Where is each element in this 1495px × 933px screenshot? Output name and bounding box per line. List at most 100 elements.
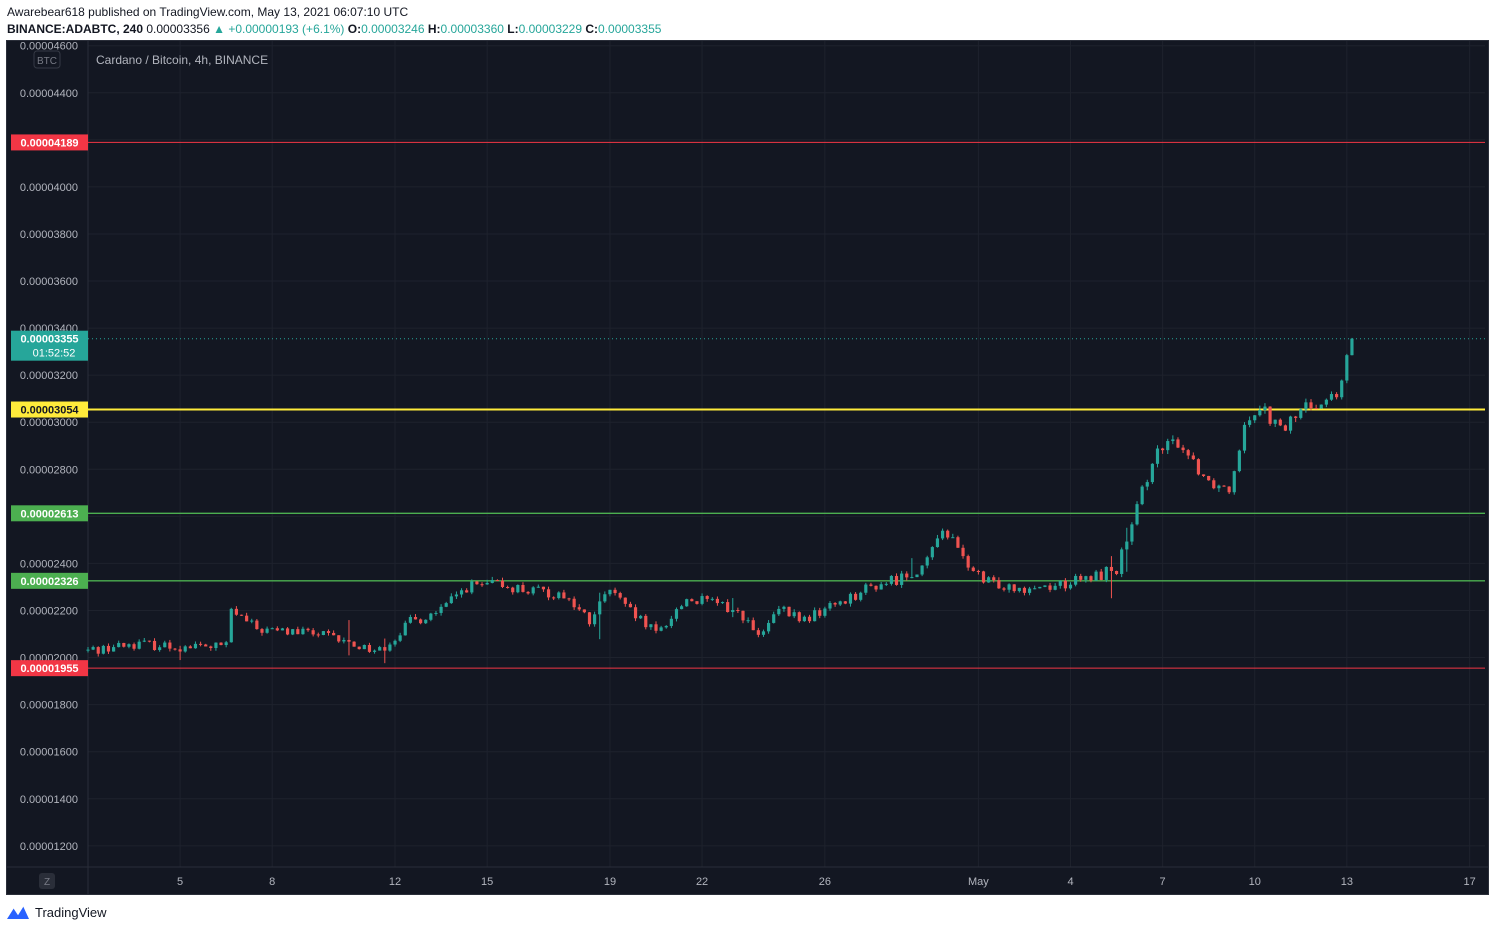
candle-body xyxy=(894,575,899,585)
candle-body xyxy=(623,597,627,604)
candle-body xyxy=(511,587,515,593)
level-price-badge xyxy=(11,134,88,151)
candle-body xyxy=(1109,566,1114,571)
candle-body xyxy=(1309,402,1313,409)
candle-body xyxy=(726,602,730,613)
symbol-label: BINANCE:ADABTC, 240 xyxy=(7,22,144,36)
candle-body xyxy=(193,643,198,649)
candle-body xyxy=(618,593,622,598)
candle-body xyxy=(178,649,182,652)
candle-body xyxy=(843,601,847,604)
candle-body xyxy=(1125,541,1129,550)
high-label: H: xyxy=(427,22,441,36)
candle-body xyxy=(1294,416,1298,418)
levels: 0.00004189 0.00003054 0.00002613 0.00002326… xyxy=(11,134,1485,677)
candle-body xyxy=(1212,480,1216,489)
candle-body xyxy=(1022,587,1027,593)
candle-body xyxy=(792,612,796,617)
candle-body xyxy=(1253,415,1257,421)
time-tick-label: 13 xyxy=(1341,876,1353,888)
brand-label: TradingView xyxy=(35,904,107,920)
time-tick-label: 15 xyxy=(481,876,493,888)
level-price-label: 0.00004189 xyxy=(20,137,78,149)
time-tick-label: 7 xyxy=(1160,876,1166,888)
candle-body xyxy=(751,620,755,631)
candle-body xyxy=(685,599,689,607)
candle-body xyxy=(905,573,909,578)
candle-body xyxy=(715,598,720,604)
price-tick-label: 0.00004600 xyxy=(20,41,78,53)
candle-body xyxy=(101,645,105,654)
candle-body xyxy=(649,624,653,628)
candle-body xyxy=(1350,338,1354,356)
candle-body xyxy=(337,635,341,642)
candle-body xyxy=(1048,585,1052,590)
candle-body xyxy=(741,610,745,621)
time-tick-label: May xyxy=(968,876,989,888)
candle-body xyxy=(1304,402,1308,410)
last-price-value: 0.00003356 xyxy=(146,22,210,36)
candle-body xyxy=(429,613,433,620)
candle-body xyxy=(807,616,812,622)
price-tick-label: 0.00003200 xyxy=(20,370,78,382)
price-tick-label: 0.00002800 xyxy=(20,464,78,476)
candle-body xyxy=(301,628,305,635)
candle-body xyxy=(1288,416,1293,431)
time-tick-label: 5 xyxy=(177,876,183,888)
grid-lines xyxy=(88,41,1485,867)
candle-body xyxy=(383,647,387,651)
candle-body xyxy=(480,584,484,586)
price-tick-label: 0.00001600 xyxy=(20,747,78,759)
candle-body xyxy=(828,603,832,609)
candle-body xyxy=(664,625,668,628)
candle-body xyxy=(992,577,996,581)
candle-body xyxy=(1176,439,1180,448)
candle-body xyxy=(132,644,136,649)
candle-body xyxy=(823,608,827,616)
candle-body xyxy=(521,584,525,592)
candle-body xyxy=(1196,459,1201,475)
candle-body xyxy=(173,648,177,650)
candle-body xyxy=(419,619,423,624)
candle-body xyxy=(869,584,873,586)
candle-body xyxy=(562,592,566,599)
chart-frame xyxy=(6,40,1489,895)
candle-body xyxy=(137,641,141,649)
candle-body xyxy=(1207,475,1211,481)
candle-body xyxy=(552,597,556,599)
candle-body xyxy=(459,590,464,595)
candle-body xyxy=(372,650,377,652)
candle-body xyxy=(454,594,459,597)
candle-body xyxy=(587,612,592,625)
level-price-badge xyxy=(11,660,88,677)
candlestick-chart[interactable]: 0.00001200 0.00001400 0.00001600 0.00001800… xyxy=(6,40,1489,895)
price-tick-label: 0.00004400 xyxy=(20,88,78,100)
last-price-badge xyxy=(11,330,88,361)
candle-body xyxy=(321,631,325,635)
goto-button-label: Z xyxy=(44,877,50,888)
candle-body xyxy=(700,596,704,604)
candle-body xyxy=(1094,571,1098,581)
candle-body xyxy=(1268,406,1272,424)
price-tick-label: 0.00004000 xyxy=(20,182,78,194)
time-tick-label: 10 xyxy=(1249,876,1261,888)
candle-body xyxy=(490,580,494,583)
candle-body xyxy=(96,647,100,654)
level-price-badge xyxy=(11,572,88,589)
candle-body xyxy=(1242,424,1247,451)
candle-body xyxy=(1191,455,1195,460)
candle-body xyxy=(782,606,786,609)
price-tick-label: 0.00002200 xyxy=(20,605,78,617)
candle-body xyxy=(357,646,361,650)
time-axis: 5 8 12 15 19 22 26 May 4 7 10 13 17 Z xyxy=(39,873,1476,889)
candle-body xyxy=(1258,410,1262,416)
candle-body xyxy=(495,580,499,582)
close-label: C: xyxy=(585,22,599,36)
footer-brand[interactable]: TradingView xyxy=(6,904,107,920)
candle-body xyxy=(639,615,643,619)
candle-body xyxy=(142,640,146,642)
candle-body xyxy=(342,639,346,642)
candle-body xyxy=(413,616,418,620)
candle-body xyxy=(1033,588,1037,590)
candle-body xyxy=(833,603,837,605)
